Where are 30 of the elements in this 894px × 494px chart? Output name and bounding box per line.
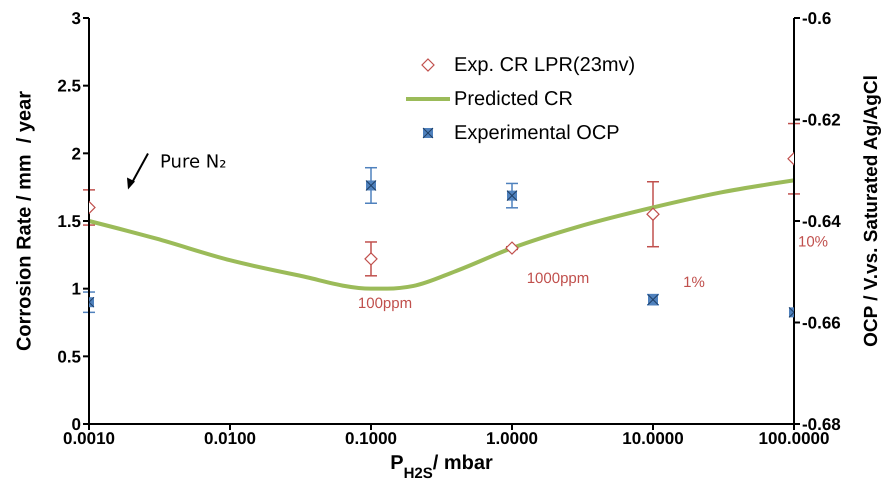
y-tick-label: 2 <box>72 144 81 164</box>
y2-tick-label: -0.66 <box>802 314 841 333</box>
x-tick-label: 0.0010 <box>63 429 115 448</box>
y2-axis-title: OCP / V.vs. Saturated Ag/AgCl <box>861 75 882 347</box>
x-tick-label: 1.0000 <box>486 429 538 448</box>
annotation: 1% <box>683 274 705 292</box>
legend-label: Predicted CR <box>454 88 573 110</box>
y-axis-title: Corrosion Rate / mm / year <box>13 90 36 352</box>
annotation: 1000ppm <box>526 270 590 288</box>
x-axis-title: P$_{H2S}$/ mbar <box>390 452 493 482</box>
y2-tick-label: -0.6 <box>802 9 832 28</box>
point <box>364 252 378 266</box>
annotation: 100ppm <box>358 294 412 312</box>
y-tick-label: 0.5 <box>57 347 81 366</box>
y2-tick-label: -0.64 <box>802 212 842 232</box>
legend-label: Experimental OCP <box>454 122 620 144</box>
annotation: Pure N₂ <box>160 151 226 172</box>
legend-label: Exp. CR LPR(23mv) <box>454 54 636 76</box>
x-tick-label: 0.0100 <box>204 429 256 448</box>
x-tick-label: 10.0000 <box>622 429 684 448</box>
y-tick-label: 1 <box>72 280 81 299</box>
x-tick-label: 0.1000 <box>345 429 397 448</box>
text: 10% <box>798 234 828 251</box>
y-tick-label: 1.5 <box>57 212 81 232</box>
y-tick-label: 3 <box>72 9 81 28</box>
y-tick-label: 2.5 <box>57 76 81 96</box>
y2-tick-label: -0.62 <box>802 110 841 130</box>
x-tick-label: 100.0000 <box>758 429 830 448</box>
point <box>505 241 519 255</box>
point <box>646 208 660 221</box>
